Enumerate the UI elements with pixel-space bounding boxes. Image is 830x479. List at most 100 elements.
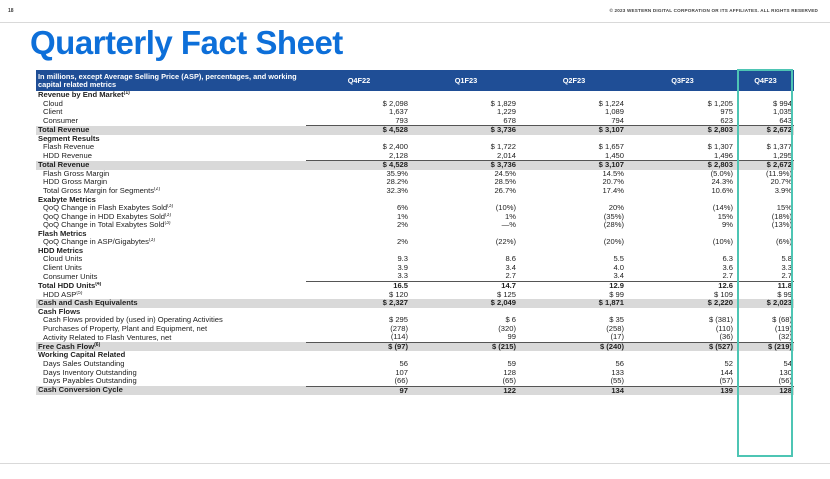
row-label: Days Sales Outstanding (36, 360, 306, 369)
row-label-text: Working Capital Related (38, 351, 126, 360)
table-cell: $ (215) (412, 342, 520, 352)
row-label-text: HDD Metrics (38, 246, 84, 255)
row-label: Total HDD Units(4) (36, 282, 306, 291)
row-label: Cash Flows (36, 308, 306, 317)
table-cell (737, 230, 794, 239)
table-cell: 15% (717, 212, 733, 221)
table-cell (306, 135, 412, 144)
table-cell: 107 (395, 368, 408, 377)
table-cell (628, 230, 737, 239)
table-cell: 32.3% (386, 187, 408, 196)
copyright-notice: © 2023 WESTERN DIGITAL CORPORATION OR IT… (609, 8, 818, 13)
row-label-text: Days Sales Outstanding (43, 359, 125, 368)
table-row: Client Units 3.9 3.4 4.0 3.6 3.3 (36, 264, 794, 273)
table-cell: 12.9 (609, 281, 624, 291)
table-cell: 24.5% (494, 169, 516, 178)
row-label-text: Consumer (43, 116, 79, 125)
row-label-text: Client (43, 108, 63, 117)
table-cell: (18%) (771, 212, 792, 221)
table-cell (628, 91, 737, 100)
table-cell (412, 230, 520, 239)
table-cell: 59 (507, 359, 516, 368)
table-cell: 144 (720, 368, 733, 377)
table-cell: (56) (737, 377, 794, 387)
table-cell: $ (381) (708, 316, 733, 325)
table-cell (306, 196, 412, 205)
table-cell: 20.7% (602, 178, 624, 187)
table-cell: 975 (720, 108, 733, 117)
table-cell (628, 351, 737, 360)
column-header: Q2F23 (520, 70, 628, 91)
table-cell: $ 1,224 (598, 99, 624, 108)
table-cell: 17.4% (602, 187, 624, 196)
table-cell: (32) (737, 333, 794, 343)
table-cell (520, 91, 628, 100)
table-cell: $ 2,220 (628, 299, 737, 308)
table-cell (306, 247, 412, 256)
table-cell: (13%) (771, 221, 792, 230)
row-label: Cash Flows provided by (used in) Operati… (36, 316, 306, 325)
row-label: Exabyte Metrics (36, 196, 306, 205)
table-cell (628, 196, 737, 205)
table-cell: $ 1,205 (707, 99, 733, 108)
row-label-text: Free Cash Flow (38, 342, 95, 351)
row-label: QoQ Change in HDD Exabytes Sold(3) (36, 213, 306, 222)
row-label: Flash Gross Margin (36, 170, 306, 179)
table-cell: 3.4 (520, 272, 628, 283)
table-cell: $ 2,672 (737, 125, 794, 135)
table-row: Cloud Units 9.3 8.6 5.5 6.3 5.8 (36, 255, 794, 264)
table-cell: 1,450 (520, 151, 628, 162)
table-cell: $ 1,657 (598, 143, 624, 152)
table-cell: $ 1,377 (766, 143, 792, 152)
table-cell: 3.9 (397, 263, 408, 272)
table-cell: 5.8 (781, 255, 792, 264)
table-cell: $ (219) (737, 342, 794, 352)
table-cell: (55) (520, 377, 628, 387)
footnote-marker: (3) (164, 212, 172, 218)
table-cell (306, 230, 412, 239)
table-cell: $ (527) (628, 342, 737, 352)
table-cell: $ (68) (772, 316, 792, 325)
table-cell: 678 (412, 116, 520, 127)
table-cell (306, 91, 412, 100)
table-cell: $ 2,803 (628, 125, 737, 135)
table-cell: $ 3,736 (412, 125, 520, 135)
table-row: HDD Revenue 2,128 2,014 1,450 1,496 1,295 (36, 151, 794, 162)
table-cell: 99 (412, 333, 520, 343)
table-row: Days Inventory Outstanding 107 128 133 144 13… (36, 369, 794, 378)
table-cell: 1,496 (628, 151, 737, 162)
table-cell: 128 (503, 368, 516, 377)
footnote-marker: (2) (154, 187, 161, 193)
table-row: QoQ Change in Total Exabytes Sold(3) 2% —%… (36, 221, 794, 230)
row-label: HDD Metrics (36, 247, 306, 256)
row-label: Consumer Units (36, 272, 306, 281)
table-cell: 28.5% (494, 178, 516, 187)
top-bar: 18 © 2023 WESTERN DIGITAL CORPORATION OR… (0, 0, 830, 23)
table-cell: $ 99 (777, 290, 792, 299)
table-cell: 9% (722, 221, 733, 230)
table-cell: 56 (399, 359, 408, 368)
column-header: Q3F23 (628, 70, 737, 91)
table-cell: 16.5 (393, 281, 408, 291)
table-cell: 12.6 (718, 281, 733, 291)
table-row: Total Revenue $ 4,528 $ 3,736 $ 3,107 $ 2,80… (36, 125, 794, 135)
row-label: Activity Related to Flash Ventures, net (36, 333, 306, 342)
table-cell: (14%) (712, 204, 733, 213)
page-number: 18 (8, 8, 14, 14)
row-label: Flash Metrics (36, 230, 306, 239)
row-label: Flash Revenue (36, 143, 306, 152)
row-label: Days Payables Outstanding (36, 377, 306, 386)
table-cell: $ 4,528 (306, 125, 412, 135)
row-label: Total Revenue (36, 125, 306, 135)
row-label-text: Activity Related to Flash Ventures, net (43, 333, 172, 342)
table-cell: 1,035 (772, 108, 792, 117)
table-cell (520, 351, 628, 360)
row-label-text: HDD ASP (43, 290, 77, 299)
table-body: Revenue by End Market(1) Cloud $ 2,098 $ 1,… (36, 91, 794, 396)
row-label-text: Cloud Units (43, 255, 83, 264)
table-cell (520, 230, 628, 239)
table-cell: 9.3 (397, 255, 408, 264)
table-row: Cash Flows (36, 308, 794, 317)
fact-sheet-table: In millions, except Average Selling Pric… (36, 70, 794, 396)
table-row: Activity Related to Flash Ventures, net (… (36, 333, 794, 343)
